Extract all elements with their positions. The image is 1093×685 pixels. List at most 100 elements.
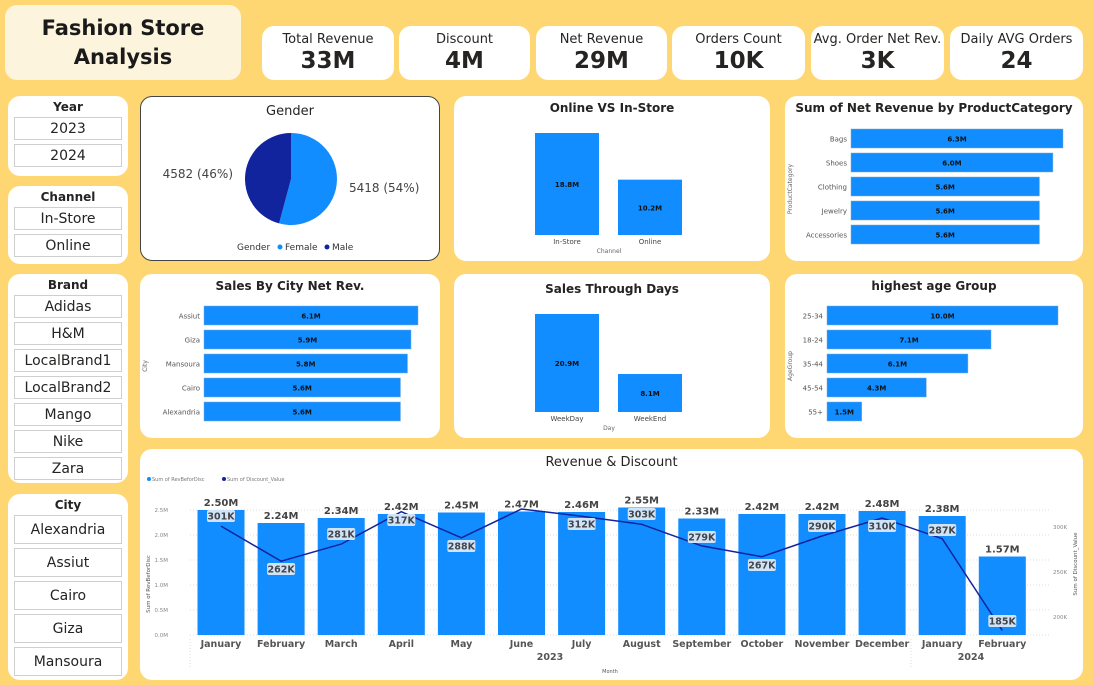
- bar: [826, 329, 992, 350]
- kpi-card-orders-count: Orders Count 10K: [672, 26, 805, 80]
- slicer-item[interactable]: Mango: [14, 403, 122, 426]
- slicer-item[interactable]: Cairo: [14, 581, 122, 610]
- bar: [535, 314, 599, 412]
- data-label-bg: [447, 540, 476, 552]
- data-label-bg: [627, 508, 656, 520]
- kpi-label: Discount: [435, 32, 494, 47]
- line-label: 310K: [868, 522, 896, 533]
- bar: [618, 507, 666, 635]
- slicer-item[interactable]: Adidas: [14, 295, 122, 318]
- bar-label: 20.9M: [555, 360, 579, 368]
- bar: [203, 377, 401, 398]
- y-axis-title: AgeGroup: [787, 351, 794, 381]
- data-label-bg: [387, 514, 416, 526]
- kpi-card-discount: Discount 4M: [399, 26, 530, 80]
- slicer-item[interactable]: Online: [14, 234, 122, 257]
- bar: [437, 512, 485, 635]
- slicer-item[interactable]: LocalBrand1: [14, 349, 122, 372]
- data-label-bg: [327, 528, 356, 540]
- line-label: 303K: [628, 510, 656, 521]
- slicer-title: Year: [53, 100, 83, 114]
- slicer-item[interactable]: Zara: [14, 457, 122, 480]
- y-axis-title: Sum of RevBeforDisc: [146, 555, 152, 613]
- bar: [257, 523, 305, 635]
- line-label: 281K: [328, 530, 356, 541]
- slicer-item[interactable]: Alexandria: [14, 515, 122, 544]
- line-label: 317K: [388, 516, 416, 527]
- y-tick-label: Bags: [830, 136, 848, 144]
- slicer-item[interactable]: Mansoura: [14, 647, 122, 676]
- y-tick-label: 35-44: [803, 361, 824, 369]
- kpi-card-daily-avg-orders: Daily AVG Orders 24: [950, 26, 1083, 80]
- bar-label: 2.47M: [504, 500, 539, 511]
- slicer-channel: Channel In-Store Online: [8, 186, 128, 264]
- legend-title: Gender: [237, 243, 270, 253]
- x-tick-label: WeekEnd: [634, 415, 666, 423]
- chart-title: Sales By City Net Rev.: [215, 279, 365, 293]
- days-chart: Sales Through Days 20.9M WeekDay 8.1M WeekE…: [454, 274, 770, 438]
- line-label: 288K: [448, 542, 476, 553]
- bar: [558, 512, 606, 635]
- chart-title: Revenue & Discount: [545, 455, 678, 470]
- x-tick-label: November: [795, 639, 850, 650]
- x-tick-label: September: [672, 639, 731, 650]
- city-chart: Sales By City Net Rev. 6.1M Assiut 5.9M Giz…: [140, 274, 440, 438]
- bar-label: 5.6M: [293, 409, 312, 417]
- bar-label: 6.0M: [942, 160, 961, 168]
- x-tick-label: WeekDay: [550, 415, 583, 423]
- y-tick-label: Mansoura: [166, 361, 200, 369]
- chart-title: Sales Through Days: [545, 282, 679, 296]
- bar-label: 5.9M: [298, 337, 317, 345]
- bar: [798, 514, 846, 635]
- legend-male-dot: [324, 244, 330, 250]
- bar-label: 6.3M: [947, 136, 966, 144]
- kpi-card-total-revenue: Total Revenue 33M: [262, 26, 394, 80]
- bar: [203, 329, 412, 350]
- bar-label: 5.6M: [936, 184, 955, 192]
- year-label: 2023: [537, 652, 563, 663]
- slicer-item[interactable]: Assiut: [14, 548, 122, 577]
- x-tick-label: October: [741, 639, 784, 650]
- legend-male: Male: [332, 243, 354, 253]
- bar-label: 2.24M: [264, 511, 299, 522]
- bar: [203, 305, 419, 326]
- bar: [826, 401, 862, 422]
- slicer-item[interactable]: 2023: [14, 117, 122, 140]
- x-axis-title: Day: [603, 425, 615, 432]
- slicer-item[interactable]: In-Store: [14, 207, 122, 230]
- x-tick-label: May: [451, 639, 474, 650]
- bar: [618, 179, 682, 235]
- bar: [850, 200, 1040, 221]
- y-tick-label: 55+: [808, 409, 823, 417]
- bar-label: 1.5M: [835, 409, 854, 417]
- y-tick-label: Jewelry: [821, 208, 847, 216]
- bar: [850, 152, 1054, 173]
- line-label: 290K: [808, 522, 836, 533]
- slicer-item[interactable]: Giza: [14, 614, 122, 643]
- slicer-item[interactable]: Nike: [14, 430, 122, 453]
- slicer-item[interactable]: H&M: [14, 322, 122, 345]
- gender-chart: Gender 5418 (54%) 4582 (46%) Gender Female M…: [140, 96, 440, 261]
- kpi-label: Orders Count: [695, 32, 782, 47]
- bar-label: 2.42M: [805, 502, 840, 513]
- pie-slice-male: [244, 133, 291, 224]
- x-tick-label: In-Store: [553, 238, 581, 246]
- kpi-value: 33M: [300, 48, 356, 74]
- x-tick-label: March: [325, 639, 358, 650]
- bar-label: 6.1M: [888, 361, 907, 369]
- legend-disc: Sum of Discount_Value: [227, 477, 284, 483]
- bar: [826, 305, 1059, 326]
- bar-label: 5.6M: [936, 232, 955, 240]
- x-tick-label: August: [623, 639, 661, 650]
- bar-label: 2.55M: [624, 496, 659, 507]
- slicer-item[interactable]: LocalBrand2: [14, 376, 122, 399]
- bar: [618, 374, 682, 412]
- category-chart: Sum of Net Revenue by ProductCategory 6.…: [785, 96, 1083, 261]
- chart-title: Online VS In-Store: [549, 101, 675, 115]
- y-tick-label: Accessories: [806, 232, 847, 240]
- bar: [850, 128, 1064, 149]
- data-label-bg: [207, 510, 235, 522]
- age-chart: highest age Group 10.0M 25-34 7.1M 18-24 6.1…: [785, 274, 1083, 438]
- slicer-item[interactable]: 2024: [14, 144, 122, 167]
- x-axis-title: Channel: [597, 248, 622, 255]
